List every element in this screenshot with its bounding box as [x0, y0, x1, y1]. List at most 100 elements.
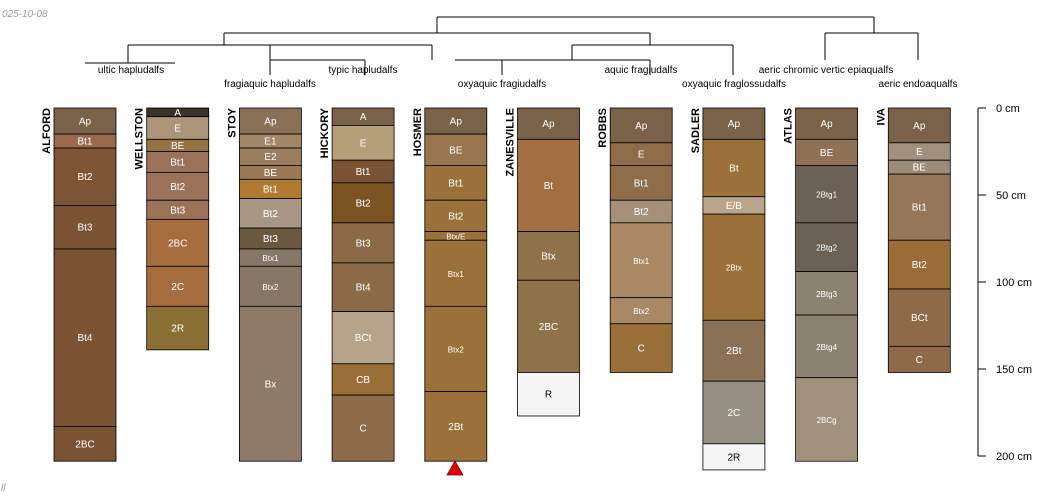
horizon-label: Ap	[79, 117, 92, 128]
horizon-label: R	[545, 390, 552, 401]
profile-name: HICKORY	[319, 107, 331, 158]
horizon-block	[331, 222, 395, 264]
horizon-label: Bt1	[77, 137, 92, 148]
soil-profile: Ap E Bt1 Bt2 Btx1 Btx2 C ROBBS	[597, 107, 673, 373]
horizon-label: E	[174, 124, 181, 135]
horizon-block	[331, 394, 395, 462]
horizon-label: Ap	[728, 119, 741, 130]
horizon-block	[702, 319, 766, 382]
corner-mark: ll	[1, 483, 6, 494]
horizon-block	[53, 248, 117, 427]
depth-tick-label: 0 cm	[996, 103, 1020, 115]
horizon-label: 2Btx	[726, 264, 742, 273]
horizon-label: Bx	[265, 379, 277, 390]
horizon-label: Bt2	[448, 211, 463, 222]
profile-name: ROBBS	[597, 108, 609, 148]
horizon-label: Bt1	[634, 178, 649, 189]
horizon-block	[331, 125, 395, 161]
horizon-label: A	[360, 112, 367, 123]
taxon-label: oxyaquic fraglossudalfs	[682, 79, 786, 90]
horizon-block	[887, 107, 951, 144]
horizon-label: Bt2	[912, 260, 927, 271]
horizon-label: E/B	[726, 201, 742, 212]
horizon-label: E	[360, 138, 367, 149]
horizon-label: 2BC	[168, 238, 187, 249]
horizon-label: Bt1	[448, 178, 463, 189]
horizon-label: Bt3	[170, 205, 185, 216]
horizon-block	[424, 391, 488, 462]
horizon-label: E	[916, 147, 923, 158]
horizon-label: 2R	[728, 452, 741, 463]
horizon-block	[53, 147, 117, 206]
horizon-block	[424, 107, 488, 135]
date-label: 025-10-08	[2, 9, 48, 20]
soil-profile: Ap BE 2Btg1 2Btg2 2Btg3 2Btg4 2BCg ATLAS	[783, 107, 858, 462]
horizon-block	[331, 311, 395, 365]
horizon-label: Btx1	[262, 254, 279, 263]
taxon-label: aquic fragiudalfs	[605, 65, 678, 76]
horizon-label: BE	[264, 168, 278, 179]
horizon-block	[146, 171, 210, 201]
depth-axis: 0 cm 50 cm 100 cm 150 cm 200 cm	[977, 103, 1032, 463]
horizon-label: Ap	[635, 121, 648, 132]
horizon-label: Btx2	[448, 345, 465, 354]
horizon-block	[887, 288, 951, 347]
horizon-label: Bt3	[263, 234, 278, 245]
horizon-block	[331, 182, 395, 224]
horizon-label: 2R	[171, 324, 184, 335]
horizon-label: 2Bt	[448, 422, 463, 433]
taxon-labels: ultic hapludalfs fragiaquic hapludalfs t…	[98, 65, 958, 90]
horizon-label: Bt	[729, 164, 739, 175]
horizon-label: C	[359, 424, 366, 435]
soil-profile: Ap Bt Btx 2BC R ZANESVILLE	[505, 107, 580, 417]
horizon-label: 2BC	[75, 439, 94, 450]
horizon-label: Ap	[264, 117, 277, 128]
depth-tick-label: 150 cm	[996, 364, 1032, 376]
horizon-label: Bt	[544, 181, 554, 192]
horizon-label: E	[638, 150, 645, 161]
horizon-label: 2Btg3	[816, 290, 837, 299]
horizon-block	[887, 173, 951, 241]
depth-tick-label: 200 cm	[996, 451, 1032, 463]
horizon-label: A	[174, 108, 181, 119]
profile-name: SADLER	[690, 108, 702, 153]
profile-name: IVA	[875, 108, 887, 126]
horizon-label: Bt4	[356, 283, 371, 294]
profile-name: WELLSTON	[134, 108, 146, 170]
horizon-label: BE	[171, 141, 185, 152]
horizon-label: Bt2	[170, 182, 185, 193]
horizon-block	[238, 265, 302, 307]
bottom-marker-triangle	[446, 460, 464, 476]
horizon-block	[424, 133, 488, 166]
horizon-label: BE	[913, 163, 927, 174]
profile-name: ZANESVILLE	[505, 108, 517, 176]
horizon-block	[146, 305, 210, 351]
horizon-label: C	[916, 355, 923, 366]
horizon-block	[702, 213, 766, 321]
taxon-label: oxyaquic fragiudalfs	[458, 79, 546, 90]
horizon-block	[424, 199, 488, 232]
horizon-block	[609, 323, 673, 373]
horizon-block	[609, 222, 673, 299]
horizon-block	[517, 372, 580, 417]
horizon-label: Btx/E	[446, 232, 465, 241]
taxon-label: fragiaquic hapludalfs	[224, 79, 316, 90]
horizon-block	[517, 138, 580, 232]
horizon-label: Ap	[450, 117, 463, 128]
horizon-block	[517, 107, 580, 140]
horizon-label: Btx2	[262, 283, 279, 292]
taxon-label: ultic hapludalfs	[98, 65, 164, 76]
soil-profile: A E Bt1 Bt2 Bt3 Bt4 BCt CB C HICKORY	[319, 107, 395, 462]
horizon-label: BCt	[911, 313, 928, 324]
profile-name: ALFORD	[41, 108, 53, 154]
horizon-label: 2BC	[539, 322, 558, 333]
horizon-label: Bt1	[356, 167, 371, 178]
soil-profile: AE BE Bt1 Bt2 Bt3 2BC 2C 2R WELLSTON	[134, 107, 210, 351]
horizon-label: Ap	[820, 119, 833, 130]
dendrogram	[85, 16, 919, 75]
horizon-label: Ap	[913, 121, 926, 132]
profile-name: HOSMER	[412, 108, 424, 156]
horizon-block	[887, 345, 951, 373]
horizon-label: Bt1	[912, 203, 927, 214]
horizon-label: Bt3	[77, 223, 92, 234]
